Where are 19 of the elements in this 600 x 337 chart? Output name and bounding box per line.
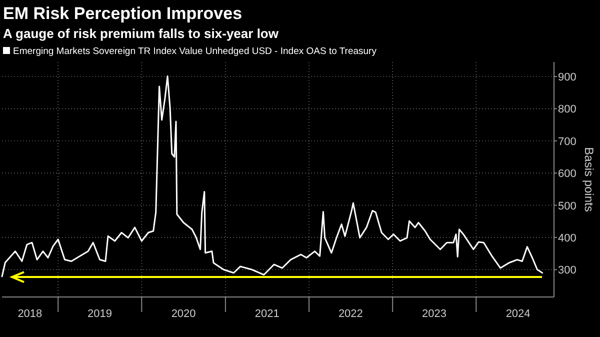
x-tick-label: 2020 (171, 308, 196, 320)
chart-title: EM Risk Perception Improves (3, 4, 242, 23)
y-tick-label: 500 (558, 200, 576, 212)
x-tick-label: 2019 (88, 308, 112, 320)
y-tick-label: 600 (558, 168, 576, 180)
y-axis-title: Basis points (582, 147, 596, 212)
y-tick-label: 300 (558, 264, 576, 277)
x-tick-label: 2024 (506, 308, 530, 320)
x-tick-label: 2023 (422, 308, 446, 320)
legend-label: Emerging Markets Sovereign TR Index Value Unhedged USD - Index OAS to Treasury (13, 46, 377, 57)
x-tick-label: 2018 (18, 308, 42, 320)
y-tick-label: 700 (558, 136, 576, 148)
x-tick-label: 2021 (254, 308, 280, 320)
y-tick-label: 900 (558, 71, 576, 84)
x-tick-label: 2022 (338, 308, 363, 320)
line-series (1, 75, 544, 278)
chart-subtitle: A gauge of risk premium falls to six-year low (3, 26, 280, 41)
y-tick-label: 400 (558, 232, 576, 244)
y-tick-label: 800 (558, 104, 576, 116)
